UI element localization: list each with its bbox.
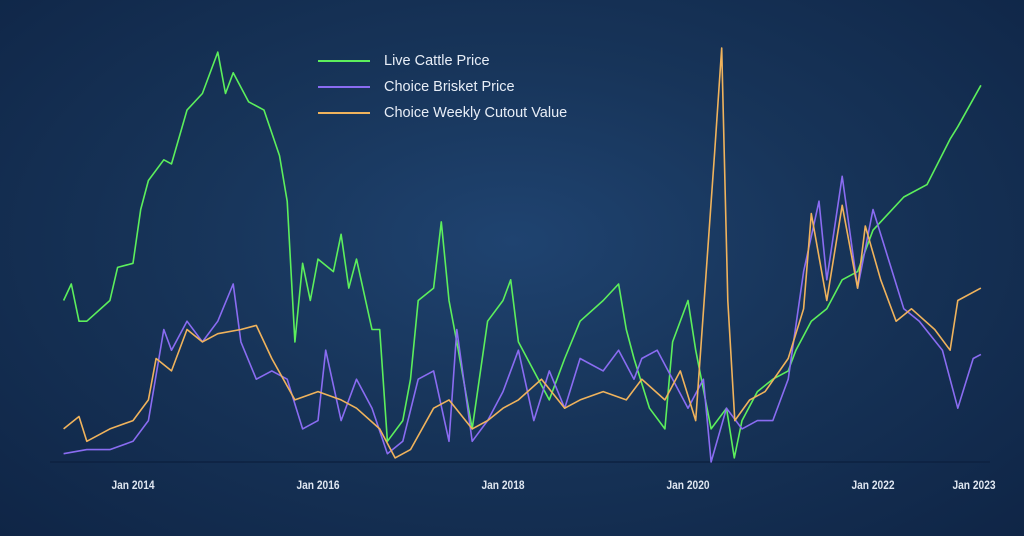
legend-swatch <box>318 112 370 114</box>
legend-item-cutout: Choice Weekly Cutout Value <box>318 100 567 126</box>
legend-swatch <box>318 60 370 62</box>
x-tick-label: Jan 2016 <box>296 478 340 492</box>
series-line-1 <box>62 51 982 459</box>
legend-item-live-cattle: Live Cattle Price <box>318 48 567 74</box>
series-line-2 <box>63 175 982 463</box>
legend-item-brisket: Choice Brisket Price <box>318 74 567 100</box>
legend-swatch <box>318 86 370 88</box>
x-tick-label: Jan 2022 <box>851 478 895 492</box>
legend-label: Choice Brisket Price <box>384 79 515 95</box>
legend-label: Choice Weekly Cutout Value <box>384 105 568 121</box>
x-tick-label: Jan 2014 <box>111 478 155 492</box>
legend: Live Cattle Price Choice Brisket Price C… <box>318 48 567 126</box>
x-tick-label: Jan 2023 <box>951 478 996 492</box>
x-tick-label: Jan 2020 <box>666 478 710 492</box>
series-line-3 <box>63 47 982 459</box>
x-tick-label: Jan 2018 <box>481 478 525 492</box>
legend-label: Live Cattle Price <box>384 53 490 69</box>
